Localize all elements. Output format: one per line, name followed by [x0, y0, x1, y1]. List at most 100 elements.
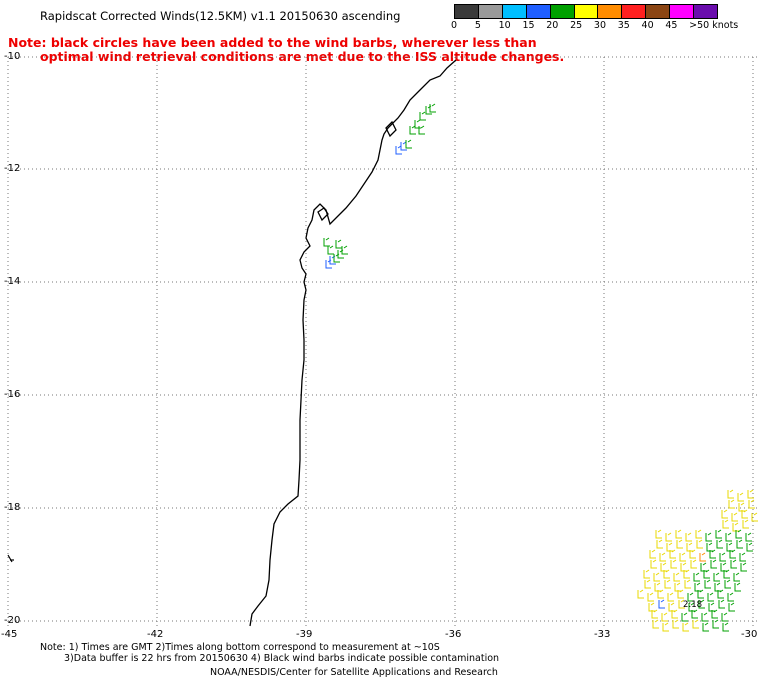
wind-barb: [721, 612, 728, 622]
wind-barb: [705, 532, 712, 542]
wind-barb: [657, 589, 664, 599]
wind-barb: [745, 532, 752, 542]
wind-barb: [731, 512, 738, 522]
wind-barb: [732, 522, 739, 532]
wind-barb: [708, 602, 715, 612]
wind-barb: [419, 111, 426, 121]
wind-barb: [659, 552, 666, 562]
wind-barb: [405, 139, 412, 149]
wind-barb: [676, 539, 683, 549]
pass-time-label: 2:18: [683, 600, 703, 610]
wind-barb: [707, 592, 714, 602]
legend-swatch: [455, 5, 479, 18]
wind-barb: [722, 519, 729, 529]
wind-barb: [687, 592, 694, 602]
legend-label: 40: [641, 20, 654, 31]
legend-swatch: [694, 5, 717, 18]
wind-barb: [658, 599, 665, 609]
wind-barb: [727, 489, 734, 499]
wind-barb: [665, 532, 672, 542]
lat-lon-grid: [7, 56, 760, 626]
wind-barb: [656, 539, 663, 549]
wind-barb: [733, 572, 740, 582]
wind-barb: [655, 529, 662, 539]
wind-barb: [729, 549, 736, 559]
legend-swatch: [598, 5, 623, 18]
wind-barb: [666, 542, 673, 552]
wind-barb: [720, 562, 727, 572]
lat-label-16: -16: [4, 389, 21, 400]
lat-label-10: -10: [4, 51, 21, 62]
wind-barb: [669, 549, 676, 559]
wind-barb: [699, 552, 706, 562]
footer-note-2: 3)Data buffer is 22 hrs from 20150630 4)…: [64, 653, 500, 664]
wind-barb: [728, 602, 735, 612]
wind-barb: [688, 602, 695, 612]
wind-barb: [683, 569, 690, 579]
map-title: Rapidscat Corrected Winds(12.5KM) v1.1 2…: [40, 9, 401, 23]
wind-barb: [738, 502, 745, 512]
wind-barb: [742, 519, 749, 529]
legend-label: 35: [617, 20, 630, 31]
wind-barb: [746, 542, 753, 552]
lon-label-45: -45: [1, 629, 18, 640]
wind-barb: [652, 619, 659, 629]
wind-barb: [721, 509, 728, 519]
wind-barb: [740, 562, 747, 572]
coastline: [249, 59, 457, 627]
legend-swatch: [646, 5, 671, 18]
legend-swatch: [526, 5, 551, 18]
wind-speed-legend: [454, 4, 718, 19]
wind-barb: [662, 622, 669, 632]
wind-barb: [704, 579, 711, 589]
wind-barb: [696, 539, 703, 549]
legend-color-bar: [454, 4, 718, 19]
wind-barb: [719, 552, 726, 562]
wind-barb: [686, 542, 693, 552]
wind-barb: [730, 559, 737, 569]
wind-barb: [651, 609, 658, 619]
wind-barb: [663, 569, 670, 579]
wind-barb: [739, 552, 746, 562]
lon-label-33: -33: [594, 629, 611, 640]
legend-swatch: [670, 5, 695, 18]
wind-barb: [748, 499, 755, 509]
wind-barbs: [323, 103, 758, 632]
wind-barb: [722, 622, 729, 632]
wind-barb: [727, 592, 734, 602]
wind-barb: [710, 559, 717, 569]
wind-barb: [747, 489, 754, 499]
wind-barb: [661, 612, 668, 622]
wind-barb: [323, 237, 330, 247]
wind-barb: [751, 512, 758, 522]
wind-barb: [680, 562, 687, 572]
wind-barb: [693, 572, 700, 582]
wind-barb: [717, 589, 724, 599]
wind-barb: [648, 602, 655, 612]
wind-barb: [414, 119, 421, 129]
wind-barb: [700, 562, 707, 572]
wind-barb: [654, 582, 661, 592]
lon-label-36: -36: [445, 629, 462, 640]
wind-barb: [718, 599, 725, 609]
wind-barb: [698, 599, 705, 609]
wind-barb: [429, 103, 436, 113]
legend-label: 0: [451, 20, 458, 31]
wind-barb: [703, 569, 710, 579]
wind-barb: [725, 532, 732, 542]
wind-barb: [664, 579, 671, 589]
lon-label-42: -42: [147, 629, 164, 640]
wind-barb: [341, 245, 348, 255]
wind-barb: [643, 569, 650, 579]
coastline-inlet: [385, 120, 397, 138]
wind-barb: [697, 589, 704, 599]
wind-barb: [682, 622, 689, 632]
wind-barb: [690, 559, 697, 569]
legend-label: 20: [546, 20, 559, 31]
legend-label: 10: [498, 20, 511, 31]
wind-barb: [702, 622, 709, 632]
wind-barb: [689, 549, 696, 559]
wind-barb: [741, 509, 748, 519]
legend-label: 45: [665, 20, 678, 31]
legend-swatch: [574, 5, 599, 18]
